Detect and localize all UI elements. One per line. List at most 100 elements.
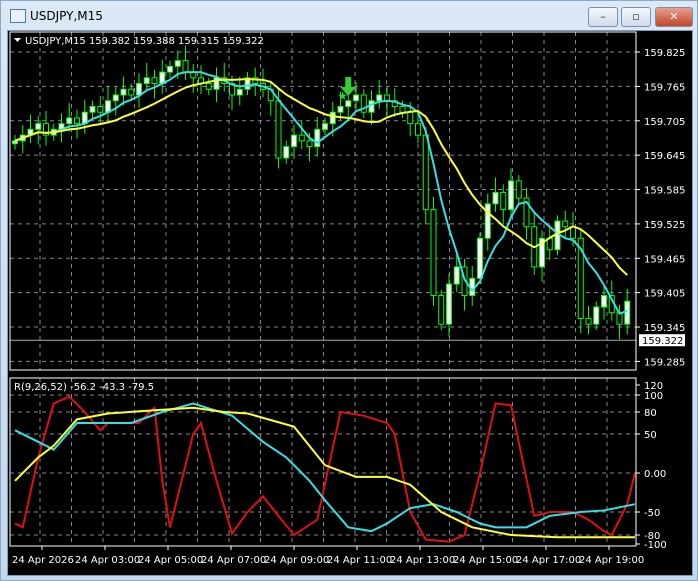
time-axis-label: 24 Apr 19:00 [579,555,644,566]
osc-tick-label: 80 [644,408,657,419]
current-price-box [639,334,685,347]
candle-body [461,266,468,297]
candle-body [446,283,452,325]
candle-body [562,220,569,228]
price-tick-label: 159.765 [644,82,685,93]
candle-body [66,117,73,125]
time-axis-label: 24 Apr 03:00 [75,555,140,566]
time-axis-label: 24 Apr 11:00 [327,555,392,566]
osc-tick-label: -50 [644,508,660,519]
time-axis-label: 24 Apr 05:00 [138,555,203,566]
osc-tick-label: 0.00 [644,469,666,480]
candle-body [182,60,189,73]
candle-body [236,88,243,96]
candle-body [570,226,576,239]
candle-body [306,140,313,148]
ma-slow-line [14,78,628,276]
candle-body [577,237,584,319]
main-chart-header: USDJPY,M15 159.382 159.388 159.315 159.3… [25,36,264,47]
candle-body [407,111,414,125]
osc-tick-label: -100 [644,540,667,551]
window-title: USDJPY,M15 [30,9,103,23]
candle-body [360,94,367,113]
candle-body [112,94,119,102]
candle-body [539,237,545,268]
chart-window-icon [10,9,26,23]
candle-body [205,83,212,90]
ma-fast-line [14,71,628,315]
candle-body [322,123,328,130]
osc-tick-label: 120 [644,381,663,392]
candle-body [430,209,437,297]
candle-body [167,65,173,73]
time-axis-label: 24 Apr 15:00 [453,555,518,566]
candle-body [291,134,297,148]
oscillator-line-1 [14,402,636,533]
collapse-triangle-icon [14,38,21,42]
candle-body [283,146,290,159]
signal-star-icon: ★ [337,89,348,103]
time-axis-label: 24 Apr 07:00 [201,555,266,566]
candle-body [12,140,18,145]
candle-body [376,94,383,102]
candle-body [345,100,352,107]
minimize-button[interactable]: – [588,7,618,27]
price-tick-label: 159.645 [644,151,685,162]
indicator-header: R(9,26,52) -56.2 -43.3 -79.5 [14,382,154,393]
candle-body [314,128,321,148]
time-axis-label: 24 Apr 13:00 [390,555,455,566]
candle-body [585,317,592,325]
price-tick-label: 159.705 [644,117,685,128]
oscillator-line-0 [14,395,636,543]
candle-body [399,105,406,113]
candle-body [97,105,104,113]
price-tick-label: 159.465 [644,254,685,265]
candle-body [624,300,631,325]
candle-body [35,123,42,130]
candle-body [275,100,282,159]
price-tick-label: 159.585 [644,186,685,197]
price-tick-label: 159.285 [644,357,685,368]
candle-body [89,105,96,113]
osc-tick-label: 50 [644,430,657,441]
candle-body [484,203,491,239]
candle-body [438,295,445,325]
title-bar[interactable]: USDJPY,M15 – ▫ ✕ [1,1,697,31]
candle-body [298,134,305,142]
candle-body [601,295,607,308]
candle-body [508,180,514,211]
candle-body [477,237,483,279]
time-axis-label: 24 Apr 17:00 [516,555,581,566]
candle-body [500,191,507,211]
candle-body [593,306,600,325]
candle-body [128,88,135,96]
time-axis-label: 24 Apr 2026 [12,555,74,566]
candle-body [492,191,499,205]
candle-body [143,77,150,85]
candle-body [74,117,80,125]
close-button[interactable]: ✕ [655,7,693,27]
candle-body [174,60,181,67]
osc-tick-label: -80 [644,531,660,542]
maximize-button[interactable]: ▫ [621,7,651,27]
candle-body [120,88,127,96]
candle-body [422,134,429,211]
price-tick-label: 159.825 [644,48,685,59]
current-price-label: 159.322 [642,336,683,347]
price-tick-label: 159.525 [644,220,685,231]
candle-body [415,123,421,136]
main-chart-frame [9,31,637,371]
oscillator-line-2 [14,406,635,539]
candle-body [244,77,251,90]
candle-body [515,180,522,199]
candle-body [43,123,49,136]
osc-tick-label: 100 [644,391,663,402]
price-tick-label: 159.405 [644,289,685,300]
candle-body [329,111,336,125]
signal-arrow-down-icon [340,77,357,96]
time-axis-label: 24 Apr 09:00 [264,555,329,566]
candle-body [453,266,460,285]
candle-body [523,197,530,228]
price-tick-label: 159.345 [644,323,685,334]
